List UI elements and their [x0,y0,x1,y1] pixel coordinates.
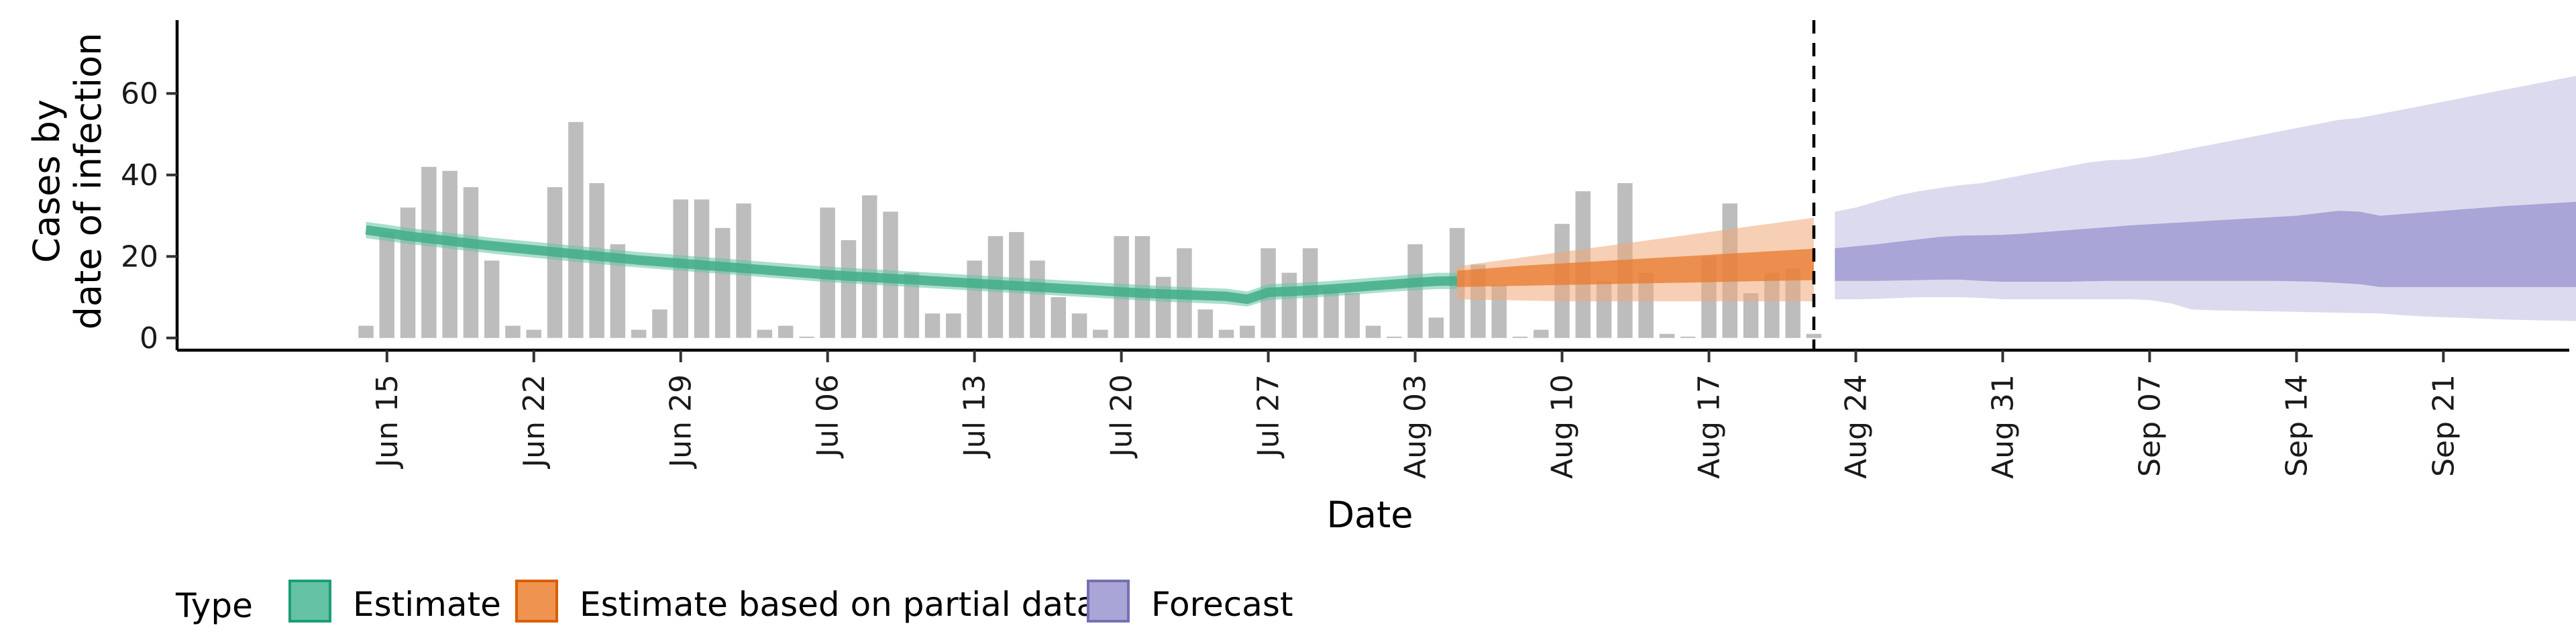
y-tick-label: 20 [121,239,158,274]
case-bar [946,313,961,338]
case-bar [841,240,857,338]
case-bar [463,187,479,338]
legend: Type Estimate Estimate based on partial … [175,580,1293,625]
x-tick-label: Sep 14 [2279,374,2314,477]
case-bar [1093,329,1108,338]
case-bar [715,227,731,338]
case-bar [1051,297,1066,338]
x-tick-label: Sep 21 [2426,374,2461,477]
case-bar [1512,336,1528,338]
case-bar [1197,309,1213,338]
case-bar [1428,317,1444,338]
case-bar [757,329,773,338]
x-tick-label: Jun 15 [370,374,405,470]
x-tick-label: Jun 29 [664,374,698,470]
case-bar [1030,260,1045,338]
case-bar [1344,293,1360,338]
case-bar [1534,329,1549,338]
case-bar [862,195,877,338]
case-bar [1407,244,1423,338]
case-bar [526,329,541,338]
case-bar [610,244,626,338]
case-bar [547,187,563,338]
case-bar [1743,293,1759,338]
case-bar [484,260,500,338]
legend-key-estimate [288,580,331,623]
x-tick-label: Jul 20 [1105,374,1139,459]
case-bar [421,166,437,338]
case-bar [1680,336,1696,338]
legend-key-forecast [1087,580,1130,623]
case-bar [1387,336,1402,338]
case-bar [1240,325,1255,338]
x-tick-label: Jul 13 [958,374,992,459]
y-tick-label: 60 [121,76,158,111]
partial-estimate-inner-band [1457,248,1814,287]
x-tick-label: Jul 27 [1252,374,1286,459]
legend-label-forecast: Forecast [1151,585,1293,624]
y-tick-label: 0 [140,321,158,356]
case-bar [924,313,941,338]
axes: 0 20 40 60 Jun 15 Jun 22 Jun 29 Jul 06 Jul 13 Jul… [121,20,2569,479]
case-bar [1806,333,1822,338]
x-tick-label: Aug 03 [1399,374,1433,479]
x-tick-label: Jul 06 [811,374,845,459]
case-bar [904,272,920,338]
case-bar [777,325,794,338]
estimate-bands [365,76,2576,321]
case-bar [1218,329,1234,338]
case-bar [1659,333,1675,338]
case-bar [568,121,584,338]
x-tick-label: Aug 24 [1839,374,1874,479]
case-bar [505,325,521,338]
x-axis-title: Date [1326,494,1413,536]
x-tick-label: Sep 07 [2133,374,2167,477]
case-bar [799,336,814,338]
case-bar [358,325,374,338]
case-bar [967,260,982,338]
forecast-inner-band [1835,201,2576,287]
y-tick-label: 40 [121,158,158,193]
case-bar [652,309,667,338]
y-axis-title-line-1: Cases by [25,99,68,263]
observed-cases-bars [358,121,1822,338]
case-bar [1365,325,1381,338]
legend-label-estimate: Estimate [353,585,501,624]
x-tick-label: Aug 17 [1693,374,1727,479]
case-bar [1071,313,1087,338]
estimate-line [365,225,1458,305]
x-tick-label: Aug 31 [1986,374,2020,479]
case-bar [1281,272,1297,338]
case-bar [1324,288,1339,338]
legend-key-partial-estimate [515,580,558,623]
x-tick-label: Jun 22 [517,374,551,470]
legend-label-partial-estimate: Estimate based on partial data [580,585,1097,624]
case-bar [442,170,458,338]
legend-title: Type [175,586,253,625]
y-axis-title-line-2: date of infection [67,33,109,330]
case-bar [379,231,394,338]
x-tick-label: Aug 10 [1546,374,1580,479]
case-bar [631,329,647,338]
